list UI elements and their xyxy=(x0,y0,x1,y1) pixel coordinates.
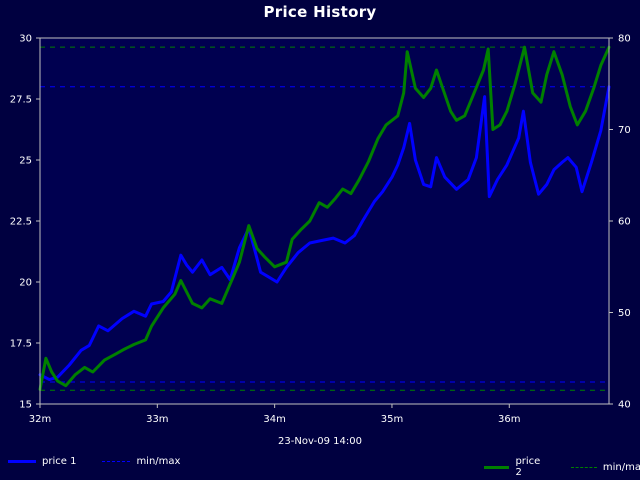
x-tick-label: 36m xyxy=(498,414,520,425)
left-tick-label: 22.5 xyxy=(10,217,32,228)
min-max-lines xyxy=(40,46,609,391)
legend-swatch-minmax-1 xyxy=(102,461,131,462)
left-axis: 15 17.5 20 22.5 25 27.5 30 xyxy=(10,34,40,411)
legend-swatch-minmax-2 xyxy=(571,466,597,468)
left-tick-label: 27.5 xyxy=(10,95,32,106)
right-tick-label: 60 xyxy=(618,217,631,228)
legend-label-minmax-2: min/max xyxy=(602,461,640,473)
left-tick-label: 15 xyxy=(19,400,32,411)
series-lines xyxy=(38,45,611,391)
x-tick-label: 32m xyxy=(29,414,51,425)
legend-swatch-price-2 xyxy=(484,465,510,469)
left-tick-label: 17.5 xyxy=(10,339,32,350)
series-line-price-2 xyxy=(38,45,611,391)
right-axis: 40 50 60 70 80 xyxy=(609,34,631,411)
chart-title: Price History xyxy=(263,3,377,21)
x-axis-caption: 23-Nov-09 14:00 xyxy=(278,436,362,447)
x-tick-label: 34m xyxy=(263,414,285,425)
legend-left: price 1 min/max xyxy=(8,456,180,467)
x-axis: 32m 33m 34m 35m 36m xyxy=(29,404,521,425)
right-tick-label: 80 xyxy=(618,34,631,45)
left-tick-label: 20 xyxy=(19,278,32,289)
legend-right: price 2 min/max xyxy=(484,456,640,478)
right-tick-label: 50 xyxy=(618,308,631,319)
legend-label-price-2: price 2 xyxy=(515,456,541,478)
x-tick-label: 35m xyxy=(381,414,403,425)
right-tick-label: 40 xyxy=(618,400,631,411)
series-line-price-1 xyxy=(38,85,611,382)
legend-label-minmax-1: min/max xyxy=(136,456,181,467)
legend-label-price-1: price 1 xyxy=(42,456,77,467)
legend-swatch-price-1 xyxy=(8,460,36,463)
x-tick-label: 33m xyxy=(146,414,168,425)
left-tick-label: 30 xyxy=(19,34,32,45)
left-tick-label: 25 xyxy=(19,156,32,167)
right-tick-label: 70 xyxy=(618,125,631,136)
